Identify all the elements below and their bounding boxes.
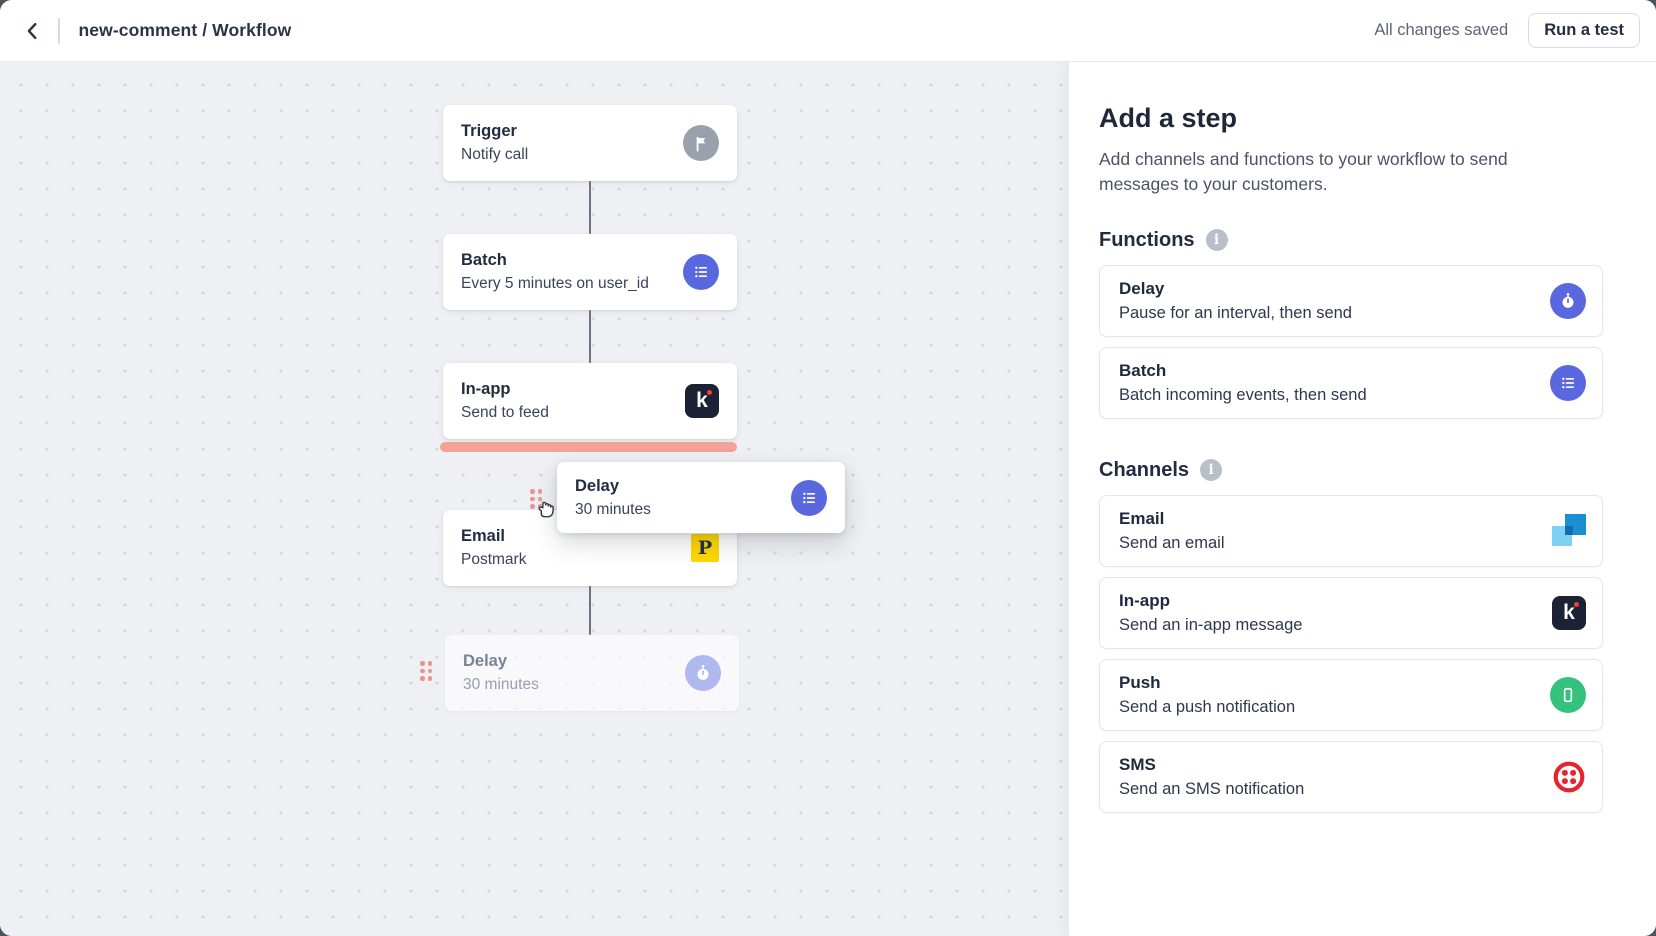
phone-icon [1550,676,1586,713]
panel-title: Add a step [1099,103,1238,133]
step-card-in-app[interactable]: In-app Send an in-app message k [1099,576,1603,649]
node-title: In-app [461,380,511,398]
card-description: Send a push notification [1119,697,1296,716]
divider [58,17,60,44]
card-description: Pause for an interval, then send [1119,303,1352,322]
run-test-button[interactable]: Run a test [1528,13,1640,48]
top-bar: new-comment / Workflow All changes saved… [0,0,1656,62]
stopwatch-icon [1550,282,1586,319]
node-title: Batch [461,251,507,269]
flag-icon [683,125,719,161]
panel-subtitle: Add channels and functions to your workf… [1099,149,1508,194]
card-title: Batch [1119,360,1167,380]
node-title: Delay [463,652,508,670]
node-subtitle: Notify call [461,146,529,163]
card-description: Send an in-app message [1119,615,1303,634]
card-title: Email [1119,508,1165,528]
node-subtitle: Every 5 minutes on user_id [461,275,649,292]
channels-heading-label: Channels [1099,458,1190,481]
drop-indicator-line [440,442,737,452]
step-card-email[interactable]: Email Send an email [1099,494,1603,567]
workflow-canvas[interactable]: Trigger Notify call Batch Every 5 minute… [0,62,1068,936]
bulleted-list-icon [1550,364,1586,401]
grabbing-hand-cursor-icon [534,497,559,527]
info-icon[interactable] [1205,229,1228,252]
node-title: Email [461,527,506,545]
workflow-node-trigger[interactable]: Trigger Notify call [443,105,737,181]
info-icon[interactable] [1200,459,1223,482]
bulleted-list-icon [683,254,719,290]
step-card-delay[interactable]: Delay Pause for an interval, then send [1099,264,1603,337]
twilio-logo-icon [1552,760,1586,794]
card-title: Delay [1119,278,1165,298]
workflow-node-batch[interactable]: Batch Every 5 minutes on user_id [443,234,737,310]
node-connector [589,181,591,234]
step-card-batch[interactable]: Batch Batch incoming events, then send [1099,346,1603,419]
node-title: Trigger [461,122,517,140]
node-subtitle: Postmark [461,551,527,568]
node-subtitle: 30 minutes [463,676,539,693]
save-status-text: All changes saved [1374,21,1509,39]
add-step-panel: Add a step Add channels and functions to… [1068,62,1656,936]
functions-heading-label: Functions [1099,228,1195,251]
back-button[interactable] [16,14,50,48]
workflow-node-in-app[interactable]: In-app Send to feed k [443,363,737,439]
chevron-left-icon [27,22,37,39]
drag-handle[interactable] [420,661,432,681]
step-card-sms[interactable]: SMS Send an SMS notification [1099,740,1603,813]
functions-heading: Functions [1099,229,1603,252]
card-title: SMS [1119,754,1156,774]
drag-handle[interactable] [530,489,542,509]
card-description: Send an SMS notification [1119,779,1305,798]
knock-logo-icon: k [1552,595,1586,630]
node-connector [589,586,591,635]
stopwatch-icon [685,655,721,691]
channels-heading: Channels [1099,459,1603,482]
card-title: In-app [1119,590,1170,610]
postmark-logo-icon: P [691,534,719,562]
card-description: Send an email [1119,533,1225,552]
workflow-node-delay-dragging[interactable]: Delay 30 minutes [557,462,845,533]
node-title: Delay [575,476,620,495]
bulleted-list-icon [791,479,827,516]
node-subtitle: Send to feed [461,404,549,421]
node-connector [589,310,591,363]
node-subtitle: 30 minutes [575,500,651,518]
card-title: Push [1119,672,1161,692]
card-description: Batch incoming events, then send [1119,385,1367,404]
page-title: new-comment / Workflow [78,20,292,40]
sendgrid-squares-icon [1552,513,1586,548]
step-card-push[interactable]: Push Send a push notification [1099,658,1603,731]
workflow-node-delay-placeholder: Delay 30 minutes [445,635,739,711]
knock-logo-icon: k [685,384,719,418]
